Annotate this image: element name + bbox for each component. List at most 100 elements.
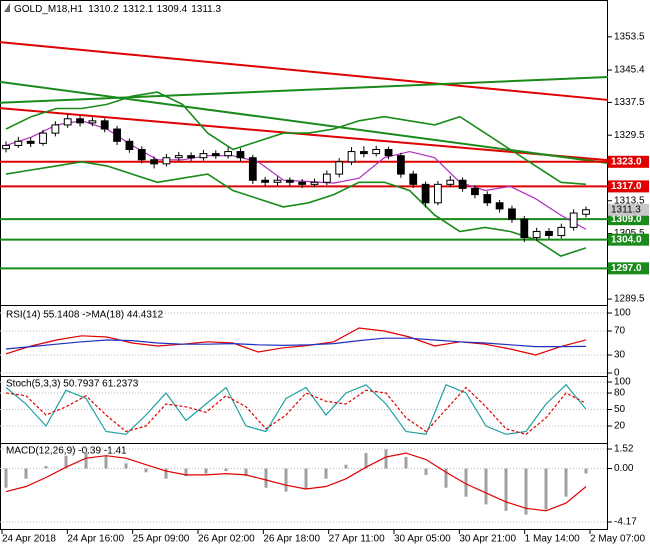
macd-bar: [84, 451, 88, 469]
macd-bar: [544, 468, 548, 510]
macd-bar: [64, 455, 68, 469]
candle-body: [434, 183, 442, 204]
level-label: 1297.0: [611, 263, 642, 274]
macd-bar: [204, 468, 208, 474]
x-tick-label: 24 Apr 16:00: [67, 534, 124, 545]
panel-title: Stoch(5,3,3) 50.7937 61.2373: [6, 379, 139, 390]
macd-bar: [564, 468, 568, 497]
level-label: 1304.0: [611, 234, 642, 245]
candle-body: [397, 155, 405, 175]
macd-bar: [444, 468, 448, 488]
candle-body: [532, 230, 541, 239]
macd-bar: [224, 468, 228, 472]
macd-bar: [344, 464, 348, 469]
candle-body: [545, 230, 553, 237]
chart-header: GOLD_M18,H1 1310.2 1312.1 1309.4 1311.3: [14, 4, 222, 15]
candle-body: [508, 208, 516, 220]
macd-bar: [364, 453, 368, 469]
plot-frame: [0, 0, 608, 530]
x-tick-label: 1 May 14:00: [525, 534, 580, 545]
x-tick-label: 26 Apr 18:00: [263, 534, 320, 545]
panel-title: RSI(14) 55.1408 ->MA(18) 44.4312: [6, 310, 163, 321]
candle-body: [51, 124, 60, 134]
y-tick-label: 100: [614, 377, 631, 388]
level-label-box: [608, 155, 649, 168]
candle-body: [137, 149, 146, 161]
y-tick-label: 80: [614, 388, 626, 399]
header-value: 1312.1: [123, 4, 154, 15]
candle-body: [310, 181, 319, 185]
macd-bar: [104, 455, 108, 469]
x-tick-label: 27 Apr 11:00: [329, 534, 385, 545]
y-tick-label: 70: [614, 326, 626, 337]
y-tick-label: 0.00: [614, 463, 634, 474]
candle-body: [421, 183, 430, 204]
level-label-box: [608, 233, 649, 246]
candle-body: [471, 187, 479, 196]
trend-line: [0, 41, 609, 101]
y-tick-label: 100: [614, 308, 631, 319]
y-tick-label: 20: [614, 421, 626, 432]
header-value: 1309.4: [157, 4, 188, 15]
candle-body: [150, 159, 158, 165]
macd-bar: [484, 468, 488, 505]
y-tick-label: 1289.5: [614, 294, 645, 305]
x-tick-label: 30 Apr 05:00: [394, 534, 451, 545]
trend-line: [0, 75, 609, 104]
y-tick-label: 1305.5: [614, 228, 645, 239]
indicator-line: [5, 383, 587, 435]
x-tick-label: 24 Apr 2018: [2, 534, 56, 545]
candle-body: [298, 181, 307, 185]
candle-body: [285, 179, 294, 183]
x-tick-label: 25 Apr 09:00: [133, 534, 190, 545]
indicator-line: [5, 386, 587, 435]
y-tick-label: 50: [614, 404, 626, 415]
macd-bar: [424, 468, 428, 475]
y-tick-label: -4.17: [614, 517, 637, 528]
candle-body: [582, 209, 590, 215]
y-tick-label: 1313.5: [614, 195, 645, 206]
macd-bar: [4, 468, 8, 488]
candle-body: [458, 179, 467, 189]
candle-body: [273, 179, 282, 183]
candle-body: [446, 179, 455, 185]
candle-body: [261, 179, 270, 183]
candle-body: [199, 153, 208, 159]
x-tick-label: 2 May 07:00: [590, 534, 645, 545]
candle-body: [322, 173, 331, 183]
level-label: 1309.0: [611, 214, 642, 225]
candle-body: [2, 144, 10, 150]
bollinger-upper: [5, 91, 587, 186]
chart-title: GOLD_M18,H1: [14, 4, 83, 15]
macd-bar: [584, 468, 588, 474]
macd-bar: [524, 468, 528, 515]
candle-body: [569, 212, 578, 228]
candle-body: [26, 140, 35, 144]
macd-bar: [244, 468, 248, 477]
candle-body: [359, 151, 368, 155]
candle-body: [495, 202, 504, 210]
panel-title: MACD(12,26,9) -0.39 -1.41: [6, 446, 127, 457]
candle-body: [236, 151, 245, 159]
macd-bar: [44, 465, 48, 469]
macd-signal: [5, 452, 587, 512]
level-label-box: [608, 262, 649, 275]
candle-body: [347, 151, 356, 163]
candle-body: [211, 153, 220, 157]
y-tick-label: 0: [614, 368, 620, 379]
trend-line: [0, 80, 609, 165]
candle-body: [557, 226, 566, 237]
candle-body: [174, 155, 183, 159]
macd-bar: [384, 449, 388, 469]
y-tick-label: 1.52: [614, 444, 634, 455]
macd-bar: [124, 463, 128, 469]
candle-body: [14, 140, 23, 146]
trend-line: [0, 107, 609, 162]
candle-body: [384, 149, 393, 157]
level-label-box: [608, 213, 649, 226]
macd-bar: [264, 468, 268, 488]
x-tick-label: 26 Apr 02:00: [198, 534, 255, 545]
macd-bar: [324, 468, 328, 479]
candle-body: [88, 120, 97, 124]
level-label: 1317.0: [611, 181, 642, 192]
